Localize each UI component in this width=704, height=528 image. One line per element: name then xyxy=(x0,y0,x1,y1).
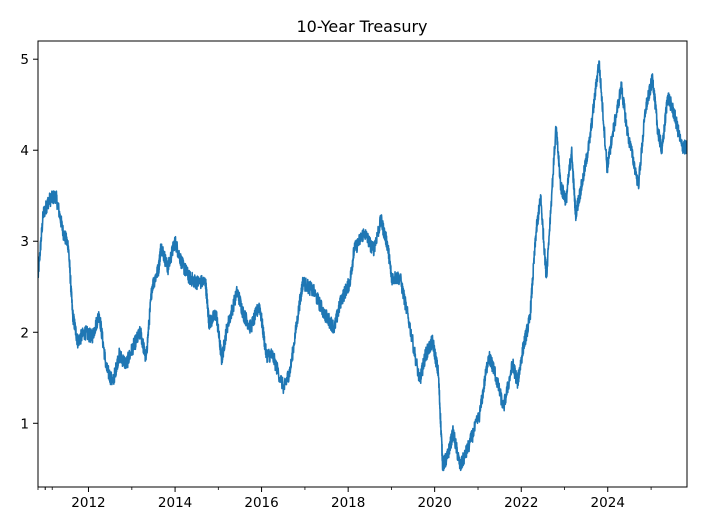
y-axis: 1 2 3 4 5 xyxy=(20,52,38,432)
x-tick-label-2012: 2012 xyxy=(71,495,105,511)
x-tick-label-2018: 2018 xyxy=(331,495,365,511)
axes-frame xyxy=(37,40,688,488)
y-tick-label-1: 1 xyxy=(20,416,29,432)
y-tick-label-3: 3 xyxy=(20,234,29,250)
chart-title: 10-Year Treasury xyxy=(296,17,427,36)
y-tick-label-2: 2 xyxy=(20,325,29,341)
plot-area xyxy=(38,60,687,472)
x-axis: 2012 2014 2016 2018 2020 2022 2024 xyxy=(37,487,652,511)
series-line-10-year-treasury xyxy=(38,60,687,472)
x-tick-label-2024: 2024 xyxy=(591,495,625,511)
y-tick-label-5: 5 xyxy=(20,52,29,68)
x-tick-label-2022: 2022 xyxy=(504,495,538,511)
y-tick-label-4: 4 xyxy=(20,143,29,159)
x-tick-label-2014: 2014 xyxy=(158,495,192,511)
x-tick-label-2020: 2020 xyxy=(417,495,451,511)
x-tick-label-2016: 2016 xyxy=(244,495,278,511)
